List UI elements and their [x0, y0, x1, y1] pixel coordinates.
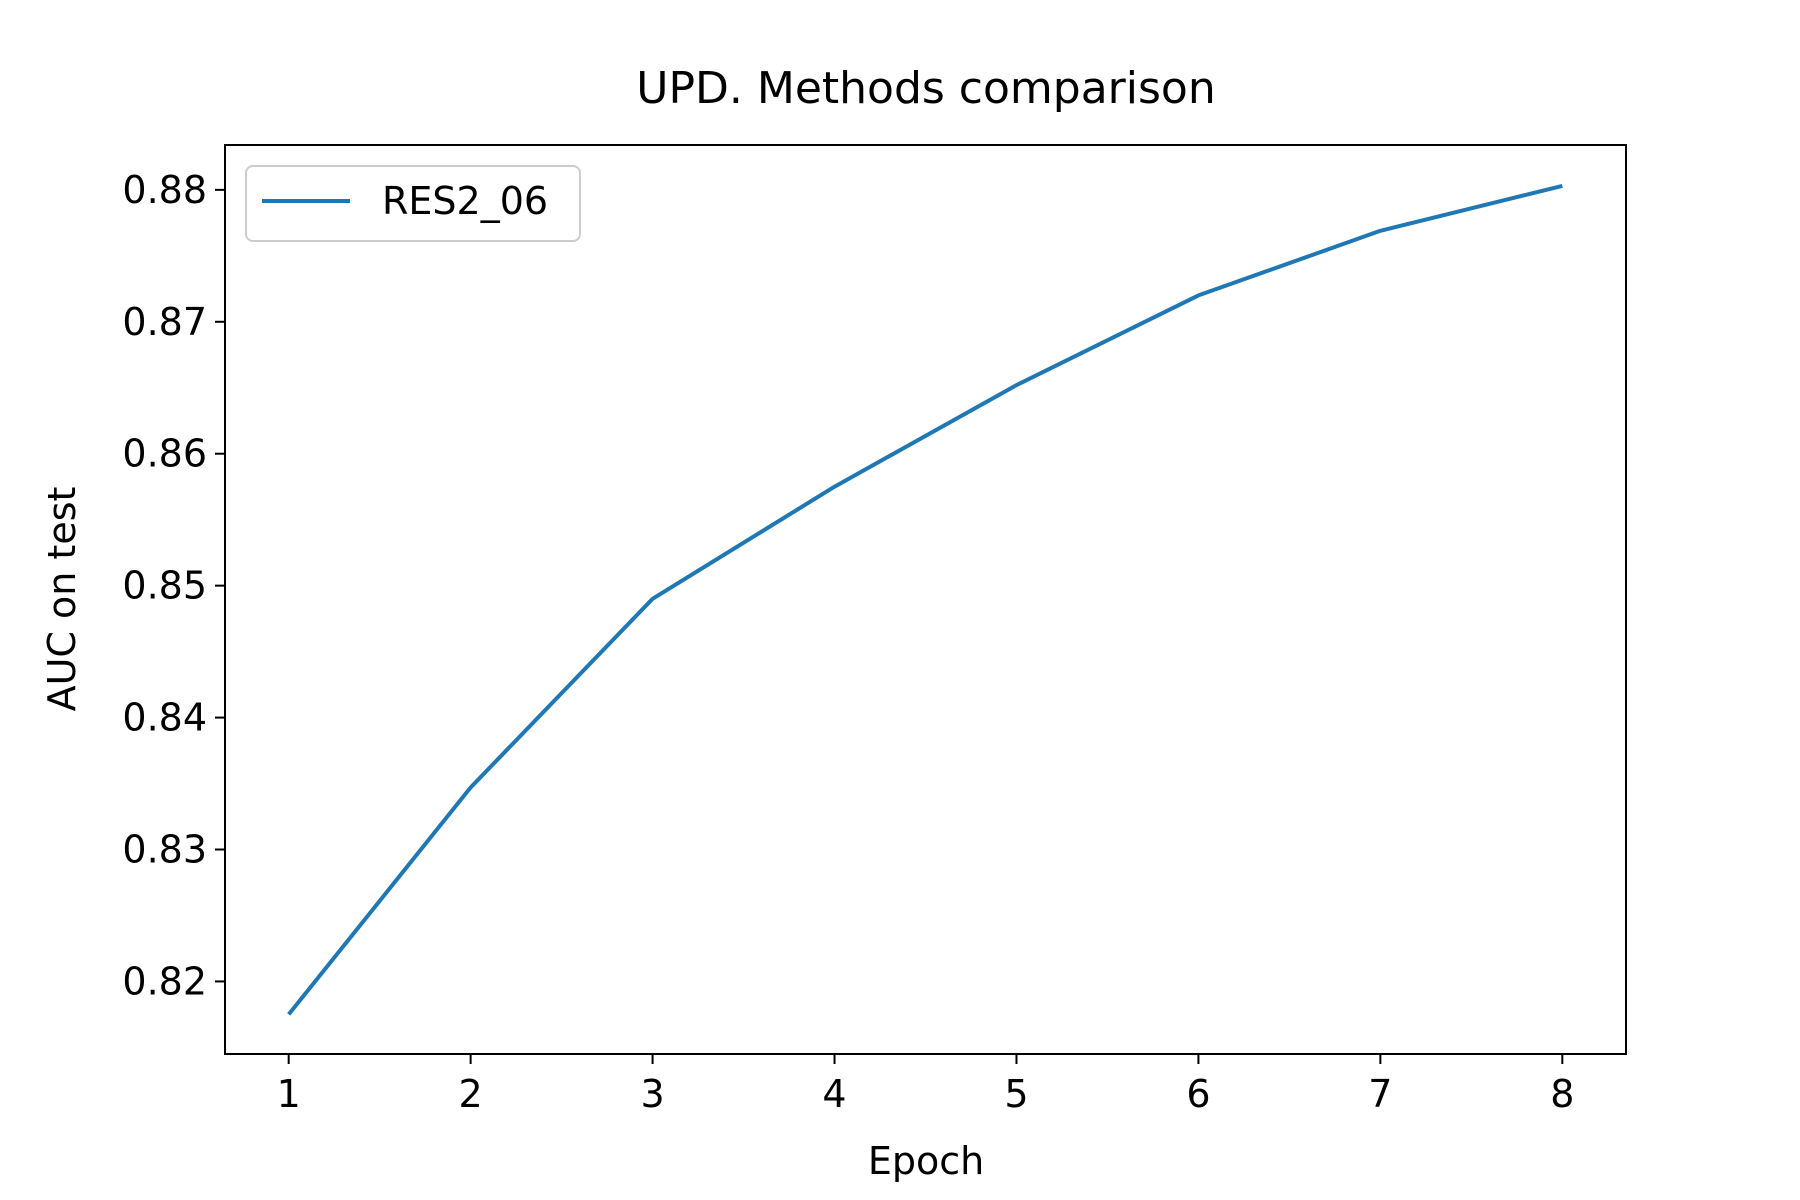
y-axis: 0.82 0.83 0.84 0.85 0.86 0.87 0.88 — [122, 168, 225, 1003]
y-tick-label: 0.87 — [122, 300, 207, 344]
series-layer — [287, 183, 1563, 1016]
chart-title: UPD. Methods comparison — [636, 63, 1215, 114]
x-axis: 1 2 3 4 5 6 7 8 — [277, 1054, 1574, 1116]
x-tick-label: 4 — [822, 1072, 846, 1116]
x-tick-label: 2 — [459, 1072, 483, 1116]
y-tick-label: 0.85 — [122, 564, 207, 608]
x-tick-label: 7 — [1368, 1072, 1392, 1116]
legend-entry-label: RES2_06 — [382, 179, 548, 223]
x-tick-label: 3 — [640, 1072, 664, 1116]
y-tick-label: 0.86 — [122, 432, 207, 476]
series-line-0 — [287, 183, 1563, 1016]
x-tick-label: 6 — [1186, 1072, 1210, 1116]
x-tick-label: 1 — [277, 1072, 301, 1116]
x-axis-label: Epoch — [868, 1139, 984, 1183]
legend: RES2_06 — [245, 165, 581, 242]
y-tick-label: 0.88 — [122, 168, 207, 212]
plot-frame — [224, 144, 1627, 1055]
x-tick-label: 8 — [1550, 1072, 1574, 1116]
y-tick-label: 0.83 — [122, 828, 207, 872]
y-tick-label: 0.84 — [122, 696, 207, 740]
plot-background — [225, 145, 1626, 1054]
x-tick-label: 5 — [1004, 1072, 1028, 1116]
legend-frame — [245, 165, 581, 242]
plot-area — [225, 145, 1626, 1054]
y-tick-label: 0.82 — [122, 959, 207, 1003]
y-axis-label: AUC on test — [40, 487, 84, 712]
